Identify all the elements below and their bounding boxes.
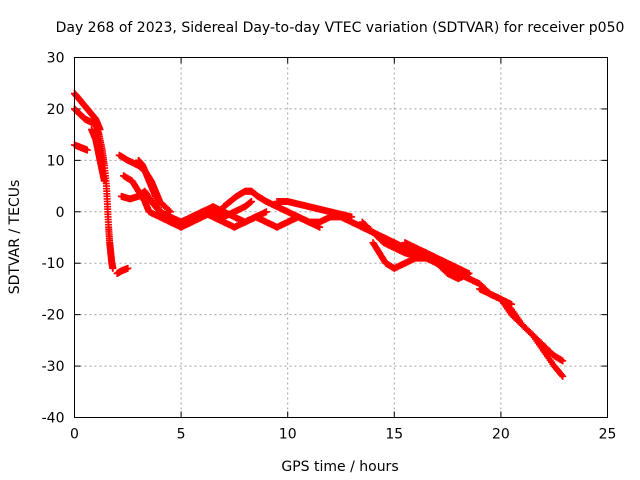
x-tick-label: 20	[492, 427, 510, 443]
x-tick-label: 0	[70, 427, 79, 443]
y-tick-label: -30	[42, 359, 65, 375]
chart-title: Day 268 of 2023, Sidereal Day-to-day VTE…	[56, 20, 625, 36]
data-points	[71, 90, 567, 380]
x-tick-label: 15	[385, 427, 403, 443]
y-tick-label: 30	[47, 51, 65, 67]
x-tick-label: 5	[177, 427, 186, 443]
y-tick-label: 0	[56, 205, 65, 221]
data-point-track-r	[558, 371, 566, 379]
data-point-track-r	[559, 372, 567, 380]
plot-frame	[74, 57, 608, 418]
y-tick-labels: -40 -30 -20 -10 0 10 20 30	[42, 51, 65, 427]
grid-lines	[74, 57, 608, 418]
data-point-track-b	[109, 264, 117, 272]
y-tick-label: -10	[42, 256, 65, 272]
data-point-track-h	[262, 208, 270, 216]
y-tick-label: 10	[47, 153, 65, 169]
x-tick-labels: 0 5 10 15 20 25	[70, 427, 616, 443]
data-point-track-p	[465, 270, 473, 277]
y-tick-label: -20	[42, 308, 65, 324]
x-tick-label: 25	[599, 427, 617, 443]
x-tick-label: 10	[279, 427, 297, 443]
data-point-track-g	[247, 198, 255, 205]
data-point-track-q	[559, 357, 567, 365]
data-point-track-e	[124, 264, 132, 272]
y-tick-label: 20	[47, 102, 65, 118]
y-tick-label: -40	[42, 411, 65, 427]
x-axis-label: GPS time / hours	[281, 459, 398, 475]
data-point-track-d	[100, 177, 108, 185]
data-point-track-c	[83, 146, 91, 154]
data-point-track-i	[166, 218, 174, 226]
data-point-track-i	[165, 217, 173, 225]
axis-ticks	[74, 57, 608, 418]
y-axis-label: SDTVAR / TECUs	[7, 180, 23, 295]
